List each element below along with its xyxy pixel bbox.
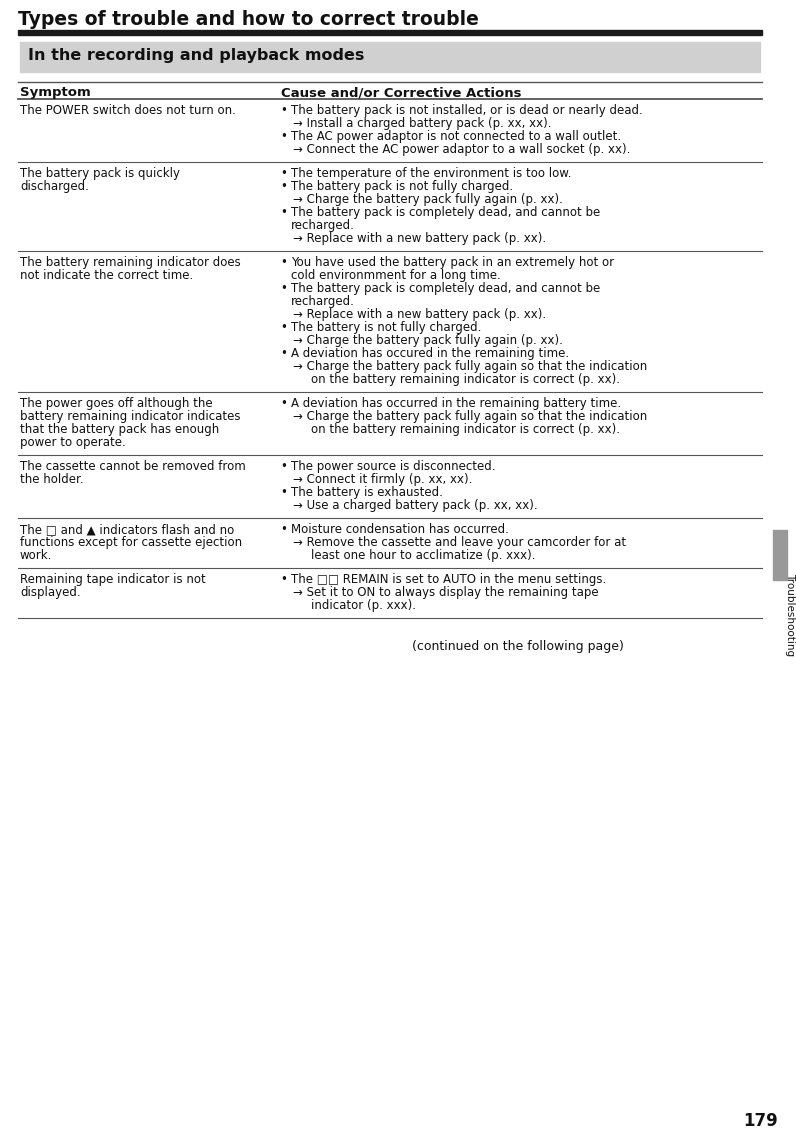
- Text: •: •: [281, 486, 287, 499]
- Text: → Connect it firmly (p. xx, xx).: → Connect it firmly (p. xx, xx).: [293, 472, 472, 486]
- Text: indicator (p. xxx).: indicator (p. xxx).: [310, 599, 416, 612]
- Text: → Replace with a new battery pack (p. xx).: → Replace with a new battery pack (p. xx…: [293, 232, 546, 245]
- Text: A deviation has occured in the remaining time.: A deviation has occured in the remaining…: [291, 347, 569, 360]
- Text: on the battery remaining indicator is correct (p. xx).: on the battery remaining indicator is co…: [310, 373, 619, 386]
- Text: that the battery pack has enough: that the battery pack has enough: [20, 423, 219, 436]
- Text: The battery pack is not installed, or is dead or nearly dead.: The battery pack is not installed, or is…: [291, 104, 642, 117]
- Bar: [773, 530, 787, 580]
- Text: •: •: [281, 130, 287, 143]
- Text: → Remove the cassette and leave your camcorder for at: → Remove the cassette and leave your cam…: [293, 537, 626, 549]
- Text: Remaining tape indicator is not: Remaining tape indicator is not: [20, 573, 205, 586]
- Text: •: •: [281, 104, 287, 117]
- Text: Symptom: Symptom: [20, 86, 91, 100]
- Text: •: •: [281, 460, 287, 472]
- Text: → Set it to ON to always display the remaining tape: → Set it to ON to always display the rem…: [293, 586, 599, 599]
- Text: least one hour to acclimatize (p. xxx).: least one hour to acclimatize (p. xxx).: [310, 549, 535, 562]
- Text: Types of trouble and how to correct trouble: Types of trouble and how to correct trou…: [18, 10, 479, 29]
- Text: •: •: [281, 573, 287, 586]
- Text: discharged.: discharged.: [20, 180, 89, 193]
- Text: not indicate the correct time.: not indicate the correct time.: [20, 269, 193, 283]
- Text: → Charge the battery pack fully again so that the indication: → Charge the battery pack fully again so…: [293, 410, 647, 423]
- Text: power to operate.: power to operate.: [20, 436, 126, 448]
- Text: •: •: [281, 256, 287, 269]
- Text: → Connect the AC power adaptor to a wall socket (p. xx).: → Connect the AC power adaptor to a wall…: [293, 143, 630, 156]
- Text: recharged.: recharged.: [291, 295, 354, 308]
- Text: The battery is not fully charged.: The battery is not fully charged.: [291, 321, 481, 334]
- Text: The battery pack is completely dead, and cannot be: The battery pack is completely dead, and…: [291, 206, 600, 219]
- Text: The battery pack is completely dead, and cannot be: The battery pack is completely dead, and…: [291, 283, 600, 295]
- Text: → Charge the battery pack fully again so that the indication: → Charge the battery pack fully again so…: [293, 360, 647, 373]
- Text: •: •: [281, 523, 287, 537]
- Text: •: •: [281, 283, 287, 295]
- Text: battery remaining indicator indicates: battery remaining indicator indicates: [20, 410, 240, 423]
- Text: The battery remaining indicator does: The battery remaining indicator does: [20, 256, 240, 269]
- Text: The POWER switch does not turn on.: The POWER switch does not turn on.: [20, 104, 236, 117]
- Text: The battery pack is not fully charged.: The battery pack is not fully charged.: [291, 180, 513, 193]
- Text: recharged.: recharged.: [291, 219, 354, 232]
- Text: In the recording and playback modes: In the recording and playback modes: [28, 48, 365, 63]
- Text: cold environmment for a long time.: cold environmment for a long time.: [291, 269, 501, 283]
- Text: •: •: [281, 347, 287, 360]
- Bar: [18, 30, 762, 35]
- Text: → Charge the battery pack fully again (p. xx).: → Charge the battery pack fully again (p…: [293, 334, 563, 347]
- Text: The battery pack is quickly: The battery pack is quickly: [20, 167, 180, 180]
- Text: → Replace with a new battery pack (p. xx).: → Replace with a new battery pack (p. xx…: [293, 308, 546, 321]
- Text: The □□ REMAIN is set to AUTO in the menu settings.: The □□ REMAIN is set to AUTO in the menu…: [291, 573, 606, 586]
- Text: A deviation has occurred in the remaining battery time.: A deviation has occurred in the remainin…: [291, 397, 621, 410]
- Text: → Charge the battery pack fully again (p. xx).: → Charge the battery pack fully again (p…: [293, 193, 563, 206]
- Text: •: •: [281, 397, 287, 410]
- Text: (continued on the following page): (continued on the following page): [412, 639, 624, 653]
- Text: The power goes off although the: The power goes off although the: [20, 397, 213, 410]
- Text: •: •: [281, 180, 287, 193]
- Text: The power source is disconnected.: The power source is disconnected.: [291, 460, 495, 472]
- Text: The AC power adaptor is not connected to a wall outlet.: The AC power adaptor is not connected to…: [291, 130, 621, 143]
- Text: The temperature of the environment is too low.: The temperature of the environment is to…: [291, 167, 572, 180]
- Text: Troubleshooting: Troubleshooting: [785, 573, 795, 657]
- Text: 179: 179: [743, 1112, 778, 1130]
- Text: → Install a charged battery pack (p. xx, xx).: → Install a charged battery pack (p. xx,…: [293, 117, 551, 130]
- Text: Cause and/or Corrective Actions: Cause and/or Corrective Actions: [281, 86, 521, 100]
- Text: •: •: [281, 206, 287, 219]
- Bar: [20, 42, 760, 72]
- Text: the holder.: the holder.: [20, 472, 84, 486]
- Text: functions except for cassette ejection: functions except for cassette ejection: [20, 537, 242, 549]
- Text: displayed.: displayed.: [20, 586, 80, 599]
- Text: Moisture condensation has occurred.: Moisture condensation has occurred.: [291, 523, 509, 537]
- Text: work.: work.: [20, 549, 53, 562]
- Text: on the battery remaining indicator is correct (p. xx).: on the battery remaining indicator is co…: [310, 423, 619, 436]
- Text: → Use a charged battery pack (p. xx, xx).: → Use a charged battery pack (p. xx, xx)…: [293, 499, 537, 513]
- Text: •: •: [281, 167, 287, 180]
- Text: The □ and ▲ indicators flash and no: The □ and ▲ indicators flash and no: [20, 523, 234, 537]
- Text: The battery is exhausted.: The battery is exhausted.: [291, 486, 443, 499]
- Text: You have used the battery pack in an extremely hot or: You have used the battery pack in an ext…: [291, 256, 614, 269]
- Text: •: •: [281, 321, 287, 334]
- Text: The cassette cannot be removed from: The cassette cannot be removed from: [20, 460, 246, 472]
